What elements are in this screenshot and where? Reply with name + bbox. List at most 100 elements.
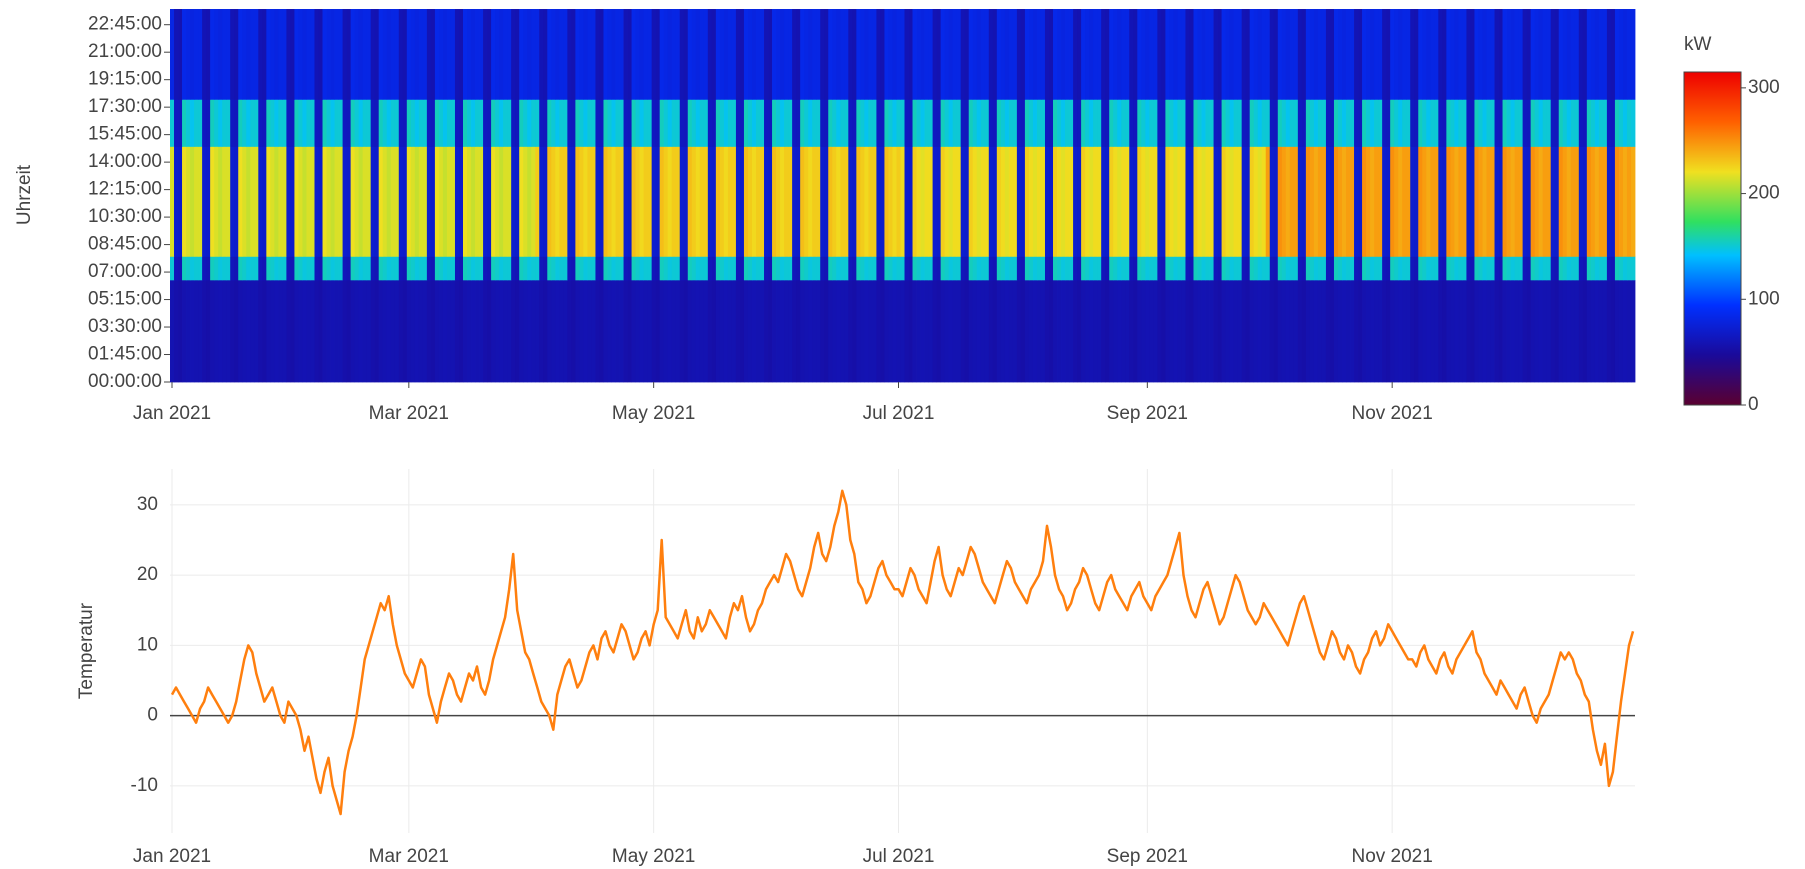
heatmap-cell bbox=[892, 256, 897, 281]
heatmap-cell bbox=[1438, 146, 1443, 257]
heatmap-cell bbox=[751, 99, 757, 147]
heatmap-cell bbox=[856, 146, 861, 257]
heatmap-cell bbox=[499, 146, 504, 257]
heatmap-cell bbox=[788, 99, 793, 147]
heatmap-cell bbox=[238, 279, 243, 383]
heatmap-cell bbox=[398, 146, 404, 257]
heatmap-cell bbox=[1269, 99, 1275, 147]
heatmap-cell bbox=[378, 279, 384, 383]
heatmap-cell bbox=[1506, 279, 1511, 383]
heatmap-cell bbox=[531, 146, 536, 257]
heatmap-cell bbox=[579, 256, 584, 281]
heatmap-cell bbox=[1382, 9, 1387, 100]
y-tick-label: 00:00:00 bbox=[88, 371, 162, 392]
heatmap-cell bbox=[747, 279, 753, 383]
heatmap-cell bbox=[1061, 9, 1066, 100]
heatmap-cell bbox=[463, 146, 468, 257]
heatmap-cell bbox=[996, 146, 1002, 257]
heatmap-cell bbox=[1474, 99, 1479, 147]
heatmap-cell bbox=[386, 146, 392, 257]
heatmap-cell bbox=[952, 256, 958, 281]
heatmap-cell bbox=[495, 146, 500, 257]
heatmap-cell bbox=[1618, 256, 1624, 281]
heatmap-cell bbox=[1081, 99, 1086, 147]
heatmap-cell bbox=[1113, 9, 1118, 100]
heatmap-cell bbox=[1594, 99, 1600, 147]
heatmap-cell bbox=[1097, 146, 1102, 257]
heatmap-cell bbox=[202, 146, 207, 257]
heatmap-cell bbox=[346, 279, 352, 383]
heatmap-cell bbox=[1289, 99, 1295, 147]
heatmap-cell bbox=[1342, 146, 1347, 257]
heatmap-cell bbox=[442, 146, 448, 257]
heatmap-cell bbox=[1245, 9, 1251, 100]
heatmap-cell bbox=[334, 99, 339, 147]
heatmap-cell bbox=[1626, 9, 1632, 100]
heatmap-cell bbox=[306, 9, 311, 100]
heatmap-cell bbox=[1333, 99, 1339, 147]
x-tick-label: Nov 2021 bbox=[1351, 403, 1432, 424]
heatmap-cell bbox=[1105, 146, 1110, 257]
heatmap-cell bbox=[1534, 99, 1540, 147]
heatmap-cell bbox=[703, 279, 709, 383]
heatmap-cell bbox=[1297, 279, 1303, 383]
heatmap-cell bbox=[1169, 279, 1174, 383]
heatmap-cell bbox=[908, 99, 913, 147]
heatmap-cell bbox=[527, 146, 532, 257]
heatmap-cell bbox=[996, 256, 1002, 281]
heatmap-cell bbox=[936, 9, 942, 100]
heatmap-cell bbox=[1394, 99, 1399, 147]
heatmap-cell bbox=[178, 99, 183, 147]
heatmap-cell bbox=[804, 256, 809, 281]
heatmap-cell bbox=[1193, 9, 1198, 100]
heatmap-cell bbox=[1061, 256, 1066, 281]
heatmap-cell bbox=[1225, 256, 1231, 281]
heatmap-cell bbox=[575, 256, 580, 281]
heatmap-cell bbox=[458, 99, 464, 147]
heatmap-cell bbox=[976, 279, 982, 383]
heatmap-cell bbox=[1618, 99, 1624, 147]
heatmap-cell bbox=[603, 9, 608, 100]
heatmap-cell bbox=[856, 9, 861, 100]
heatmap-cell bbox=[1358, 146, 1363, 257]
heatmap-cell bbox=[310, 279, 315, 383]
heatmap-cell bbox=[1321, 256, 1327, 281]
heatmap-cell bbox=[900, 279, 905, 383]
heatmap-cell bbox=[776, 9, 781, 100]
heatmap-cell bbox=[936, 99, 942, 147]
y-axis-title: Uhrzeit bbox=[14, 164, 35, 225]
heatmap-cell bbox=[1257, 99, 1263, 147]
heatmap-cell bbox=[1301, 256, 1307, 281]
heatmap-cell bbox=[539, 9, 544, 100]
heatmap-cell bbox=[1285, 146, 1291, 257]
heatmap-cell bbox=[912, 256, 917, 281]
heatmap-cell bbox=[804, 9, 809, 100]
heatmap-cell bbox=[944, 99, 950, 147]
heatmap-cell bbox=[475, 256, 480, 281]
heatmap-cell bbox=[318, 9, 323, 100]
heatmap-cell bbox=[1249, 146, 1255, 257]
heatmap-cell bbox=[559, 146, 564, 257]
heatmap-cell bbox=[824, 146, 829, 257]
heatmap-cell bbox=[503, 9, 508, 100]
heatmap-cell bbox=[1145, 256, 1150, 281]
heatmap-cell bbox=[599, 256, 604, 281]
heatmap-cell bbox=[1213, 99, 1218, 147]
heatmap-cell bbox=[390, 9, 396, 100]
heatmap-cell bbox=[539, 256, 544, 281]
heatmap-cell bbox=[1346, 146, 1351, 257]
heatmap-cell bbox=[868, 9, 873, 100]
heatmap-cell bbox=[1181, 146, 1186, 257]
heatmap-cell bbox=[824, 256, 829, 281]
heatmap-cell bbox=[366, 146, 372, 257]
heatmap-cell bbox=[1261, 9, 1267, 100]
heatmap-cell bbox=[1069, 279, 1074, 383]
heatmap-cell bbox=[1269, 279, 1275, 383]
heatmap-cell bbox=[258, 99, 263, 147]
heatmap-cell bbox=[234, 279, 239, 383]
heatmap-cell bbox=[471, 146, 476, 257]
heatmap-cell bbox=[1209, 256, 1214, 281]
heatmap-cell bbox=[647, 9, 653, 100]
heatmap-cell bbox=[683, 146, 689, 257]
heatmap-cell bbox=[1514, 146, 1520, 257]
